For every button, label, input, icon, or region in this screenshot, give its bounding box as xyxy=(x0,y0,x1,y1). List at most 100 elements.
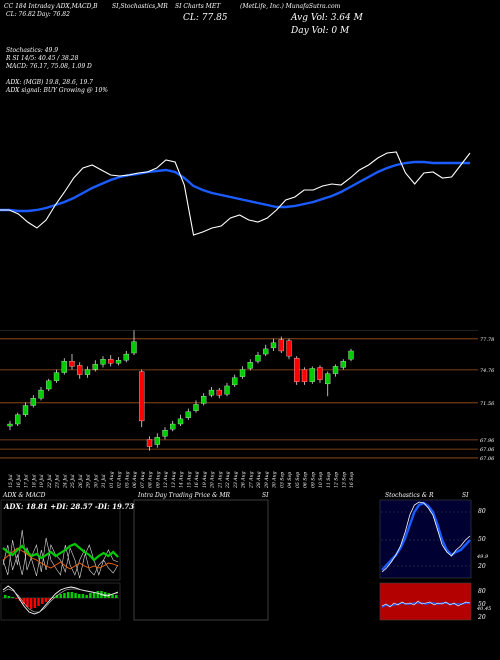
candle-body xyxy=(332,366,339,374)
header-day-vol: Day Vol: 0 M xyxy=(291,26,350,36)
oscillator-line xyxy=(0,151,471,236)
date-label: 24 Jul xyxy=(62,474,68,489)
header-title-2: SI,Stochastics,MR xyxy=(112,3,168,10)
date-label: 06 Aug xyxy=(132,471,138,488)
candle-body xyxy=(53,372,60,381)
macd-histogram-bar xyxy=(48,598,51,600)
macd-histogram-bar xyxy=(29,598,33,609)
candle-body xyxy=(278,339,284,352)
date-label: 23 Jul xyxy=(55,474,61,489)
price-level-label: 67.06 xyxy=(480,447,495,453)
candle-body xyxy=(255,354,261,362)
date-label: 10 Sep xyxy=(318,472,324,488)
candle-body xyxy=(7,423,13,427)
macd-panel xyxy=(0,582,121,621)
candle-body xyxy=(301,369,308,382)
macd-histogram-bar xyxy=(59,594,62,598)
date-label: 17 Jul xyxy=(24,474,30,488)
candle-body xyxy=(340,361,346,368)
header-title-3: SI Charts MET xyxy=(175,3,221,10)
date-label: 16 Sep xyxy=(349,472,355,488)
candle-body xyxy=(208,389,215,396)
candle-body xyxy=(185,411,191,418)
header-day-small: Day: 76.82 xyxy=(37,11,70,18)
macd-histogram-bar xyxy=(15,598,18,599)
candle-body xyxy=(146,439,153,447)
candle-body xyxy=(317,367,323,380)
macd-histogram-bar xyxy=(11,597,14,598)
date-label: 02 Aug xyxy=(117,471,123,488)
candle-body xyxy=(216,389,222,396)
date-label: 22 Jul xyxy=(47,474,53,489)
intraday-panel xyxy=(133,499,269,621)
rsi-value: 40.45 xyxy=(477,606,492,612)
rsi-readout: R SI 14/5: 40.45 / 38.28 xyxy=(6,55,79,62)
date-label: 16 Jul xyxy=(16,474,22,488)
candle-body xyxy=(77,365,83,375)
date-label: 09 Sep xyxy=(310,472,316,488)
date-label: 28 Aug xyxy=(256,471,262,489)
date-label: 13 Aug xyxy=(171,471,177,488)
candle-body xyxy=(46,380,52,390)
candle-body xyxy=(270,342,277,349)
date-label: 30 Aug xyxy=(272,471,278,488)
date-label: 19 Jul xyxy=(39,474,45,488)
moving-average-line xyxy=(0,160,470,213)
date-label: 07 Aug xyxy=(140,471,146,488)
macd-histogram-bar xyxy=(85,595,88,598)
adx-line xyxy=(2,529,119,576)
adx-line xyxy=(2,544,119,579)
date-label: 29 Aug xyxy=(264,471,270,489)
candle-body xyxy=(286,340,292,357)
candle-body xyxy=(232,377,238,386)
date-label: 13 Sep xyxy=(341,472,347,488)
date-label: 15 Aug xyxy=(186,471,192,488)
minus-di-line xyxy=(2,547,119,570)
rsi-tick-80: 80 xyxy=(478,588,486,595)
candle-body xyxy=(92,364,98,370)
stoch-tick-20: 20 xyxy=(478,563,486,570)
candle-body xyxy=(162,430,168,437)
macd-histogram-bar xyxy=(70,592,74,598)
candle-body xyxy=(69,361,75,367)
candle-body xyxy=(247,362,253,369)
date-label: 22 Aug xyxy=(225,471,231,489)
candle-body xyxy=(139,371,145,422)
macd-histogram-bar xyxy=(96,591,99,598)
plus-di-line xyxy=(2,542,119,562)
price-level-label: 67.96 xyxy=(480,438,495,444)
header-title-4: (MetLife, Inc.) MunafaSutra.com xyxy=(240,3,341,10)
stoch-readout: Stochastics: 49.9 xyxy=(6,47,59,54)
rsi-line xyxy=(381,600,471,608)
macd-histogram-bar xyxy=(41,598,44,604)
candle-body xyxy=(154,437,160,445)
rsi-tick-50: 50 xyxy=(478,601,486,608)
price-level-label: 74.76 xyxy=(480,368,495,374)
header-avg-vol: Avg Vol: 3.64 M xyxy=(291,13,363,23)
date-label: 19 Aug xyxy=(202,471,208,488)
date-label: 04 Sep xyxy=(287,472,293,488)
date-label: 29 Jul xyxy=(86,474,92,489)
macd-histogram-bar xyxy=(7,596,11,598)
price-level-label: 67.06 xyxy=(480,456,495,462)
candle-body xyxy=(30,398,36,406)
macd-histogram-bar xyxy=(115,595,118,598)
candle-body xyxy=(309,368,315,382)
candle-body xyxy=(123,353,129,361)
candle-body xyxy=(224,385,230,395)
stoch-tick-50: 50 xyxy=(478,536,486,543)
macd-line xyxy=(2,585,119,615)
date-label: 25 Jul xyxy=(70,474,76,489)
candle-body xyxy=(115,360,122,364)
candle-body xyxy=(131,341,137,354)
price-level-label: 71.56 xyxy=(480,401,495,407)
macd-histogram-bar xyxy=(103,592,107,598)
header-title-1: CC 184 Intraday ADX,MACD,B xyxy=(4,3,98,10)
macd-histogram-bar xyxy=(4,595,7,598)
date-label: 01 Aug xyxy=(109,471,115,488)
stoch-tick-80: 80 xyxy=(478,508,486,515)
date-label: 14 Aug xyxy=(179,471,185,488)
date-label: 06 Sep xyxy=(303,472,309,488)
